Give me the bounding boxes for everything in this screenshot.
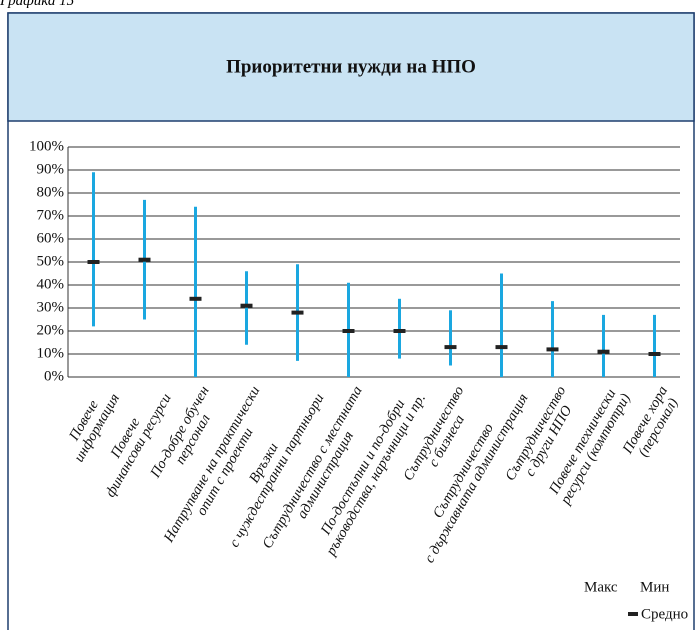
mean-marker (291, 310, 304, 315)
y-tick-label: 20% (37, 322, 65, 338)
y-tick-label: 40% (37, 276, 65, 292)
mean-marker (597, 349, 610, 354)
mean-marker (546, 347, 559, 352)
chart-title: Приоритетни нужди на НПО (226, 56, 476, 77)
y-tick-label: 0% (44, 368, 64, 384)
mean-marker (393, 329, 406, 333)
y-tick-label: 60% (37, 230, 65, 246)
y-tick-label: 70% (37, 207, 65, 223)
mean-marker (495, 345, 508, 350)
legend-swatch (628, 612, 638, 616)
mean-marker (87, 260, 100, 264)
mean-marker (138, 257, 151, 262)
y-tick-label: 100% (29, 138, 64, 154)
caption: Графика 15 (0, 0, 75, 9)
mean-marker (240, 303, 253, 308)
mean-marker (342, 329, 355, 333)
mean-marker (189, 296, 202, 301)
y-tick-label: 10% (37, 345, 65, 361)
y-tick-label: 90% (37, 161, 65, 177)
legend-label: Средно (641, 606, 688, 622)
mean-marker (444, 345, 457, 350)
legend-label: Мин (640, 579, 669, 595)
y-tick-label: 30% (37, 299, 65, 315)
y-tick-label: 50% (37, 253, 65, 269)
title-band (7, 12, 695, 122)
legend-label: Макс (584, 579, 618, 595)
y-tick-label: 80% (37, 184, 65, 200)
mean-marker (648, 352, 661, 356)
